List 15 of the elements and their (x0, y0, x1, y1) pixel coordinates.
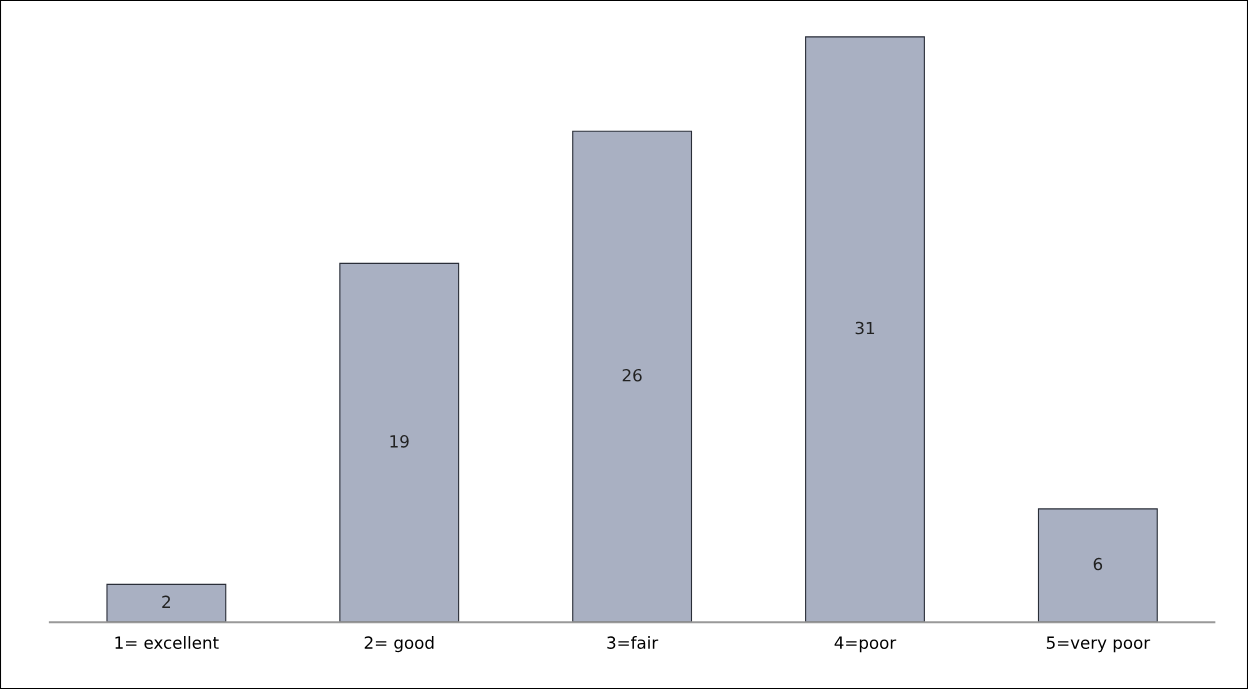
data-label: 2 (162, 595, 170, 608)
data-label: 31 (855, 321, 875, 335)
x-tick-label: 5=very poor (1046, 636, 1151, 653)
x-tick-label: 1= excellent (115, 636, 219, 649)
x-tick-label: 4=poor (834, 636, 897, 653)
data-label: 6 (1093, 557, 1103, 571)
data-label: 26 (622, 368, 642, 382)
x-tick-label: 2= good (364, 636, 434, 653)
data-label: 19 (390, 435, 409, 448)
bar (1037, 508, 1158, 623)
bar (805, 36, 925, 623)
x-tick-label: 3=fair (607, 636, 659, 649)
bar (339, 262, 460, 623)
bar (106, 583, 227, 623)
bar (572, 130, 693, 623)
